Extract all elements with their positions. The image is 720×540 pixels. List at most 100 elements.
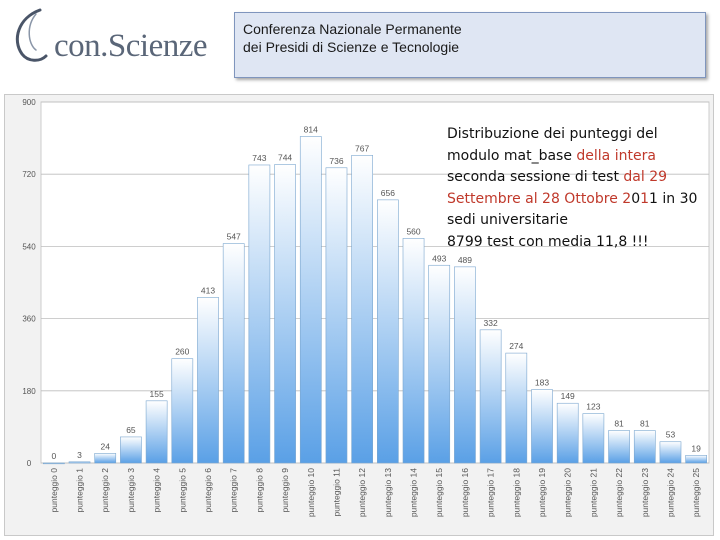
x-tick-label: punteggio 18 [511,468,521,517]
x-tick-label: punteggio 23 [640,468,650,517]
header-title-box: Conferenza Nazionale Permanente dei Pres… [234,12,706,78]
data-label: 81 [614,419,624,429]
data-label: 0 [51,451,56,461]
x-tick-label: punteggio 5 [177,468,187,513]
x-tick-label: punteggio 17 [486,468,496,517]
data-label: 744 [278,153,292,163]
bar [68,461,91,464]
x-tick-label: punteggio 24 [665,468,675,517]
x-tick-label: punteggio 19 [537,468,547,517]
x-tick-label: punteggio 4 [152,468,162,513]
bar [505,352,528,464]
x-tick-label: punteggio 15 [434,468,444,517]
y-tick-label: 360 [22,315,36,324]
bar [582,413,605,464]
x-tick-label: punteggio 0 [49,468,59,513]
bar [479,329,502,464]
bar [659,441,682,464]
data-label: 736 [329,156,343,166]
bar [685,455,707,464]
data-label: 24 [100,441,110,451]
y-tick-label: 0 [27,459,32,468]
annotation-segment: 8799 test con media 11,8 !!! [447,233,649,250]
annotation-segment: dal 29 Settembre al 28 Ottobre 2 [447,169,668,207]
bar [351,155,373,464]
chart-annotation: Distribuzione dei punteggi del modulo ma… [447,124,709,254]
data-label: 183 [535,378,549,388]
x-tick-label: punteggio 20 [563,468,573,517]
x-tick-label: punteggio 25 [691,468,701,517]
data-label: 81 [640,419,650,429]
x-tick-label: punteggio 2 [100,468,110,513]
bar [556,402,579,464]
bar [377,199,399,464]
annotation-segment: 1 [640,190,650,207]
annotation-segment: 1 [649,190,658,207]
bar [197,297,219,464]
x-tick-label: punteggio 16 [460,468,470,517]
data-label: 489 [458,255,472,265]
x-tick-label: punteggio 21 [588,468,598,517]
logo-swirl-icon [16,8,48,62]
bar [325,167,348,464]
data-label: 123 [586,402,600,412]
bars [43,136,707,465]
chart-frame: 0 3 24 65 155 260 413 547 743 744 814 736 767 656 560 4… [4,94,714,536]
data-label: 3 [77,450,82,460]
header-title-line-2: dei Presidi di Scienze e Tecnologie [243,39,460,55]
data-label: 149 [561,391,575,401]
data-labels: 0 3 24 65 155 260 413 547 743 744 814 736 767 656 560 4… [51,124,701,461]
x-tick-label: punteggio 12 [357,468,367,517]
data-label: 274 [509,341,523,351]
bar [120,436,142,464]
annotation-segment: della intera [576,147,656,164]
data-label: 743 [252,153,266,163]
data-label: 656 [381,188,395,198]
bar [94,453,117,464]
bar [248,164,271,464]
bar [145,400,168,464]
logo-text: con.Scienze [54,28,208,64]
y-tick-label: 900 [22,98,36,107]
annotation-segment: 0 [631,190,641,207]
bar [402,238,425,464]
x-tick-label: punteggio 14 [409,468,419,517]
annotation-segment: Distribuzione dei punteggi del modulo ma… [447,126,658,164]
data-label: 53 [666,430,676,440]
data-label: 155 [150,389,164,399]
annotation-segment: seconda sessione di test [447,169,624,186]
x-tick-label: punteggio 7 [229,468,239,513]
bar [274,164,296,464]
x-tick-label: punteggio 3 [126,468,136,513]
x-tick-label: punteggio 1 [75,468,85,513]
bar [531,389,553,464]
bar [299,136,322,464]
y-tick-label: 540 [22,242,36,251]
data-label: 814 [304,124,318,134]
data-label: 65 [126,425,136,435]
data-label: 413 [201,285,215,295]
x-tick-label: punteggio 8 [254,468,264,513]
header-title-line-1: Conferenza Nazionale Permanente [243,21,462,37]
data-label: 547 [227,232,241,242]
data-label: 260 [175,347,189,357]
data-label: 493 [432,253,446,263]
bar-chart: 0 3 24 65 155 260 413 547 743 744 814 736 767 656 560 4… [22,98,710,517]
x-tick-label: punteggio 13 [383,468,393,517]
gridlines [41,101,709,464]
data-label: 560 [406,226,420,236]
y-tick-label: 180 [22,387,36,396]
y-tick-label: 720 [22,170,36,179]
x-tick-label: punteggio 11 [331,468,341,517]
data-label: 767 [355,143,369,153]
bar [43,462,65,465]
y-axis-ticks: 0 180 360 540 720 900 [22,98,36,468]
bar [633,430,656,464]
con-scienze-logo [16,8,48,62]
bar [171,358,194,464]
x-tick-label: punteggio 6 [203,468,213,513]
annotation-segment: in 30 sedi universitarie [447,190,698,229]
bar [222,243,245,464]
x-tick-label: punteggio 22 [614,468,624,517]
x-axis-ticks: punteggio 0 punteggio 1 punteggio 2 puntegg… [49,468,701,517]
